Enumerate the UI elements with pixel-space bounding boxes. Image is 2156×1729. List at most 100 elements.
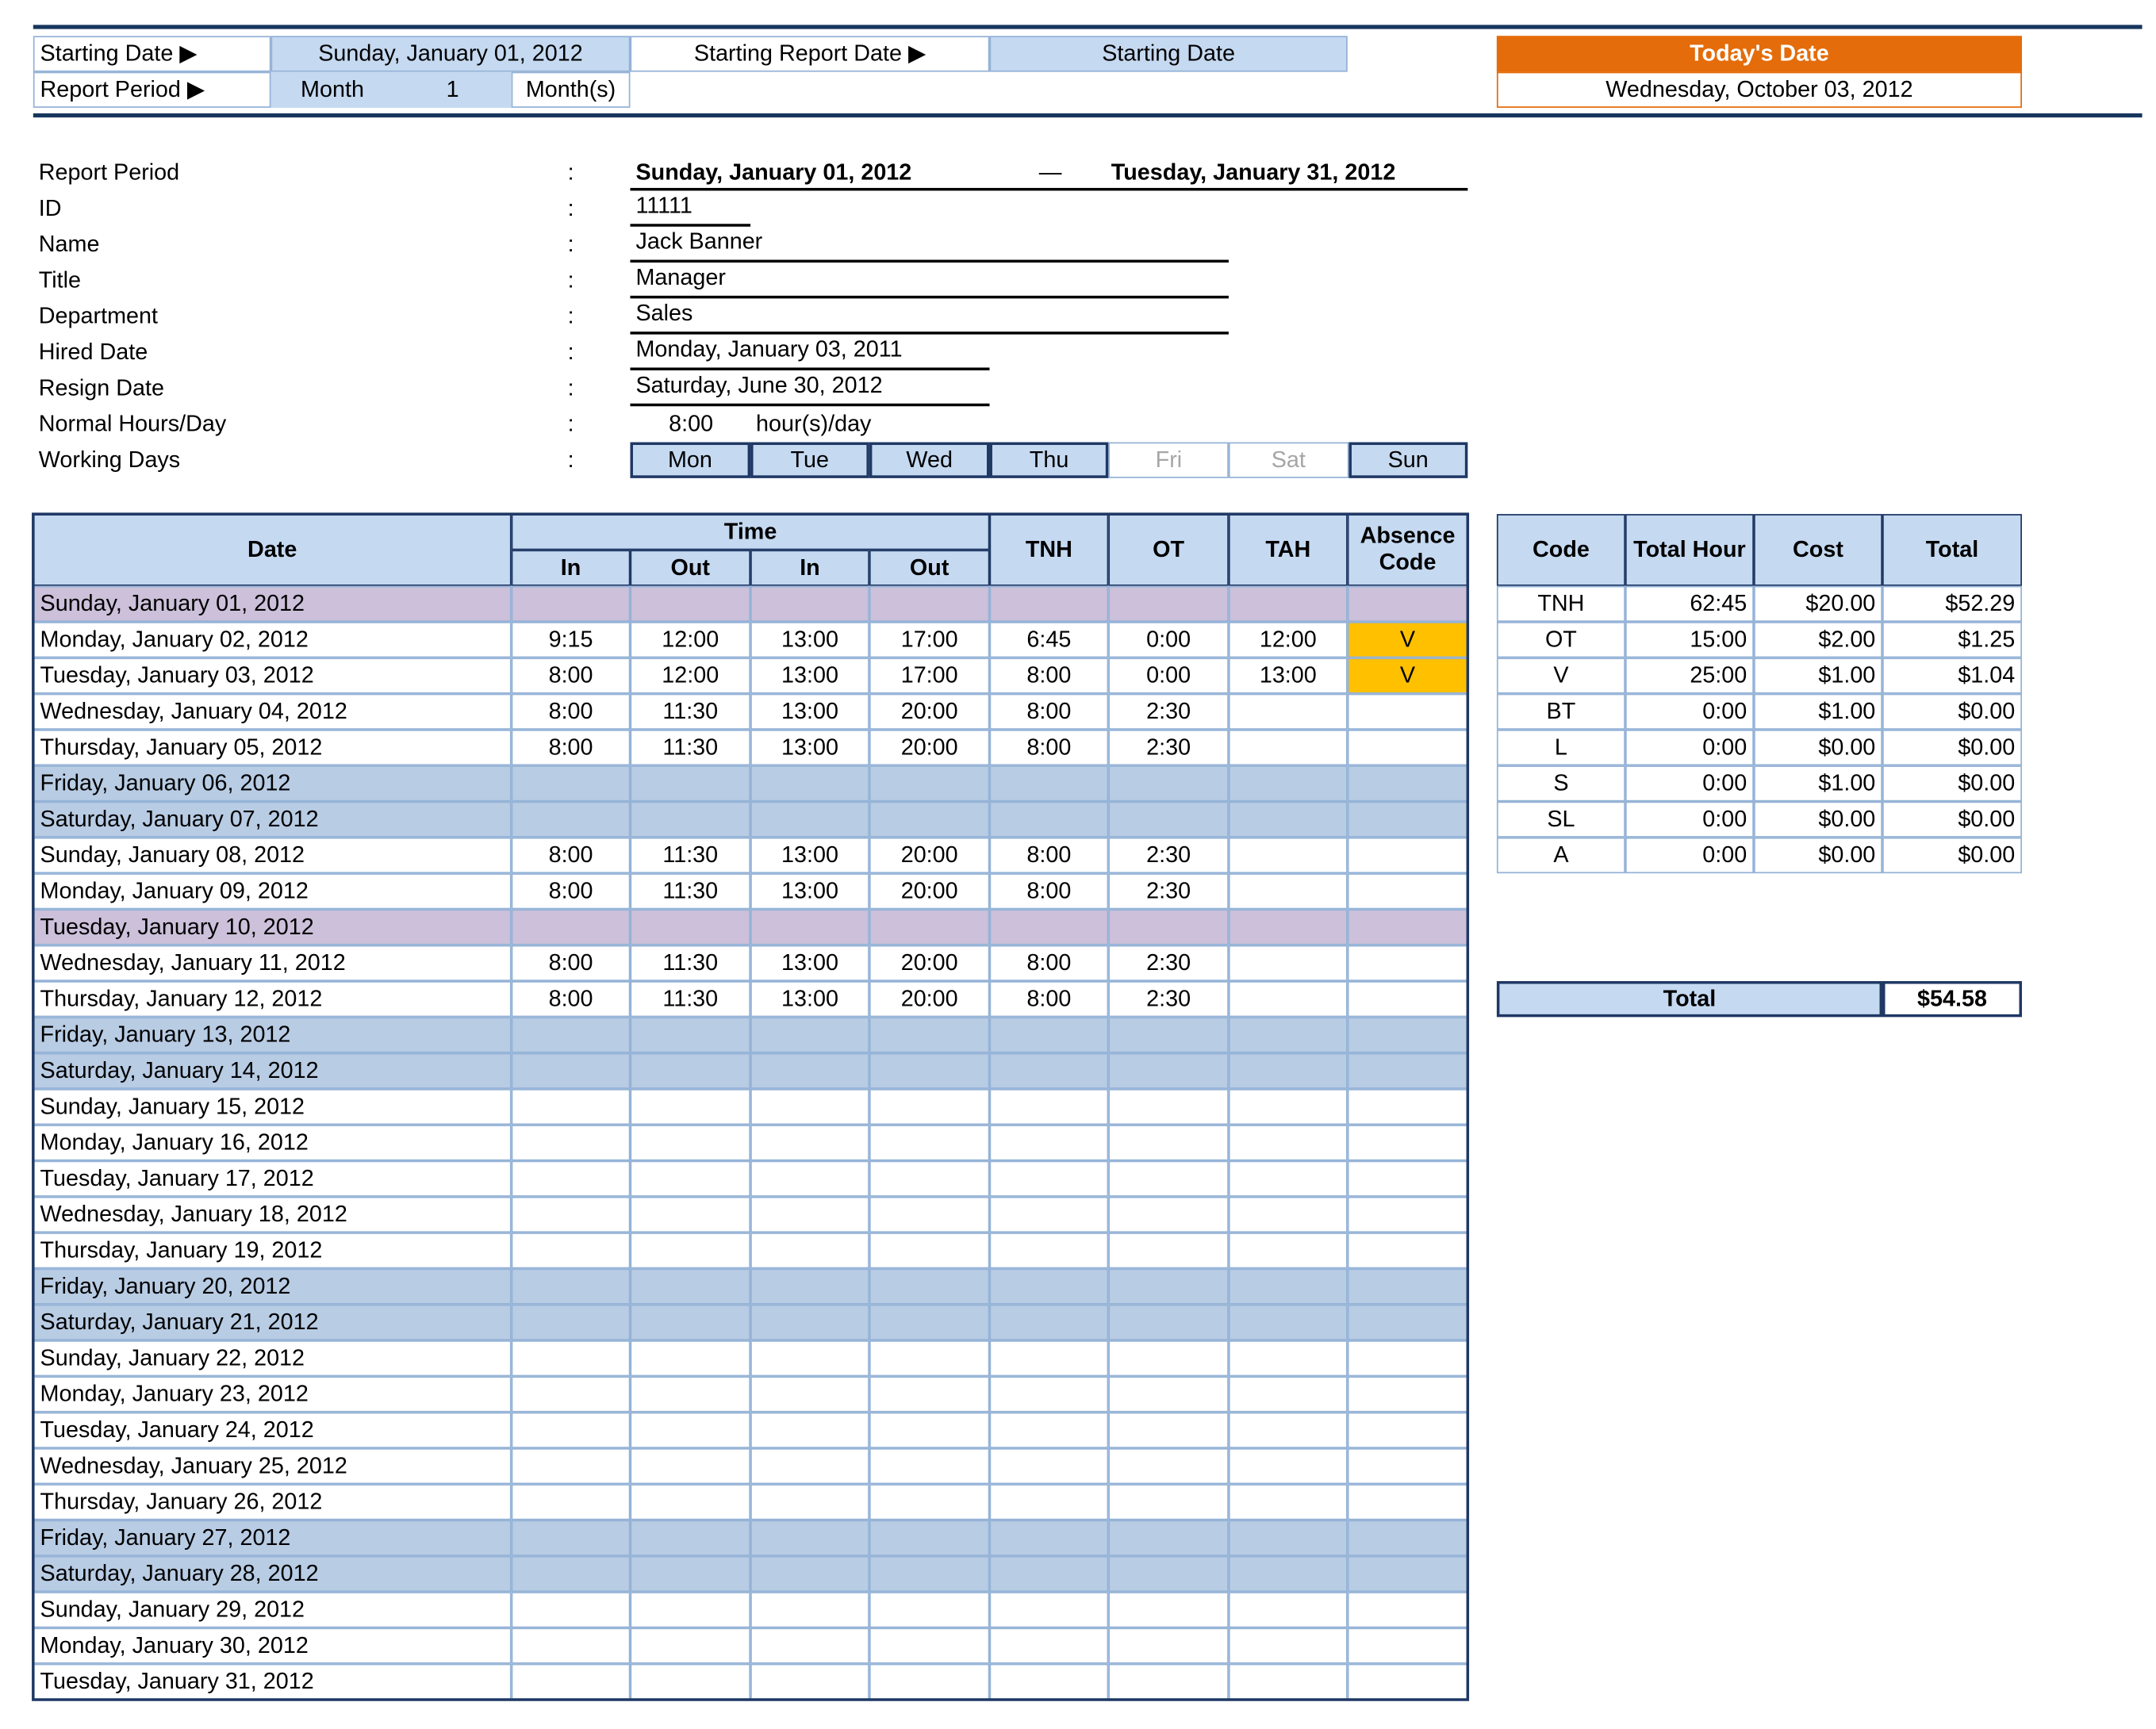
time-cell	[989, 1376, 1109, 1413]
time-cell: 8:00	[989, 657, 1109, 694]
summary-cell: $0.00	[1882, 837, 2022, 874]
summary-cell: $0.00	[1753, 729, 1883, 766]
working-day: Sun	[1348, 442, 1468, 478]
time-cell	[1347, 585, 1468, 623]
time-cell	[511, 1376, 631, 1413]
time-cell	[630, 1484, 751, 1520]
time-cell: 8:00	[511, 873, 631, 910]
time-cell: 20:00	[869, 873, 990, 910]
time-cell: 2:30	[1108, 981, 1229, 1018]
time-cell: 8:00	[989, 945, 1109, 982]
date-cell: Wednesday, January 25, 2012	[33, 1447, 512, 1485]
time-cell	[1108, 1484, 1229, 1520]
summary-cell: BT	[1496, 693, 1625, 730]
date-cell: Saturday, January 21, 2012	[33, 1304, 512, 1341]
time-cell	[1108, 585, 1229, 623]
summary-cell: 0:00	[1625, 765, 1754, 802]
column-header: Total Hour	[1625, 514, 1754, 586]
separator: :	[567, 195, 574, 220]
time-cell	[630, 1555, 751, 1593]
time-cell	[1228, 585, 1348, 623]
column-header: Out	[630, 550, 751, 586]
summary-cell: L	[1496, 729, 1625, 766]
time-cell	[750, 1412, 869, 1448]
time-cell	[511, 1052, 631, 1089]
time-cell	[511, 585, 631, 623]
time-cell: 20:00	[869, 945, 990, 982]
time-cell	[1347, 909, 1468, 945]
time-cell	[1228, 729, 1348, 766]
working-day: Wed	[869, 442, 990, 478]
time-cell	[869, 1233, 990, 1269]
time-cell: 8:00	[511, 837, 631, 874]
time-cell	[750, 801, 869, 838]
time-cell	[750, 1340, 869, 1377]
time-cell: 12:00	[630, 657, 751, 694]
time-cell: 17:00	[869, 657, 990, 694]
time-cell	[511, 1412, 631, 1448]
label: Starting Date ▶	[33, 36, 271, 72]
time-cell	[511, 1088, 631, 1125]
time-cell	[1228, 1340, 1348, 1377]
time-cell	[1228, 1592, 1348, 1628]
time-cell: 13:00	[750, 981, 869, 1018]
time-cell	[630, 1233, 751, 1269]
summary-cell: TNH	[1496, 585, 1625, 623]
summary-cell: $0.00	[1753, 837, 1883, 874]
time-cell	[989, 1340, 1109, 1377]
separator: :	[567, 375, 574, 401]
field-value: Monday, January 03, 2011	[635, 336, 903, 362]
time-cell	[1228, 945, 1348, 982]
value: Month(s)	[511, 71, 631, 108]
column-header: Absence Code	[1347, 514, 1468, 586]
underline	[630, 367, 990, 370]
time-cell: 13:00	[750, 693, 869, 730]
date-cell: Monday, January 02, 2012	[33, 622, 512, 658]
time-cell: 12:00	[1228, 622, 1348, 658]
time-cell	[511, 1484, 631, 1520]
time-cell	[1108, 1304, 1229, 1341]
time-cell	[869, 1340, 990, 1377]
time-cell	[869, 1017, 990, 1053]
date-cell: Sunday, January 08, 2012	[33, 837, 512, 874]
time-cell	[630, 1125, 751, 1161]
time-cell	[989, 1268, 1109, 1305]
summary-cell: 25:00	[1625, 657, 1754, 694]
label: Report Period ▶	[33, 71, 271, 108]
time-cell	[750, 1017, 869, 1053]
time-cell: 11:30	[630, 945, 751, 982]
field-label: Resign Date	[38, 375, 165, 401]
separator: :	[567, 339, 574, 365]
working-day: Thu	[989, 442, 1110, 478]
time-cell	[750, 909, 869, 945]
time-cell	[869, 1088, 990, 1125]
time-cell: 0:00	[1108, 657, 1229, 694]
time-cell: 0:00	[1108, 622, 1229, 658]
time-cell	[869, 1304, 990, 1341]
time-cell	[1228, 981, 1348, 1018]
date-cell: Tuesday, January 10, 2012	[33, 909, 512, 945]
time-cell: 20:00	[869, 981, 990, 1018]
time-cell	[989, 1592, 1109, 1628]
date-cell: Thursday, January 12, 2012	[33, 981, 512, 1018]
date-cell: Sunday, January 01, 2012	[33, 585, 512, 623]
time-cell: 20:00	[869, 837, 990, 874]
time-cell	[1347, 765, 1468, 802]
time-cell: 13:00	[750, 729, 869, 766]
time-cell	[630, 1592, 751, 1628]
time-cell	[1228, 801, 1348, 838]
date-cell: Friday, January 27, 2012	[33, 1520, 512, 1556]
time-cell	[511, 1555, 631, 1593]
date-cell: Monday, January 16, 2012	[33, 1125, 512, 1161]
time-cell: 13:00	[750, 873, 869, 910]
time-cell	[1228, 693, 1348, 730]
time-cell	[869, 1125, 990, 1161]
summary-cell: $1.25	[1882, 622, 2022, 658]
time-cell	[989, 585, 1109, 623]
field-value: Tuesday, January 31, 2012	[1111, 159, 1396, 185]
time-cell	[1108, 1088, 1229, 1125]
time-cell	[630, 1304, 751, 1341]
field-value: 8:00	[669, 411, 714, 436]
value: 1	[393, 71, 512, 108]
